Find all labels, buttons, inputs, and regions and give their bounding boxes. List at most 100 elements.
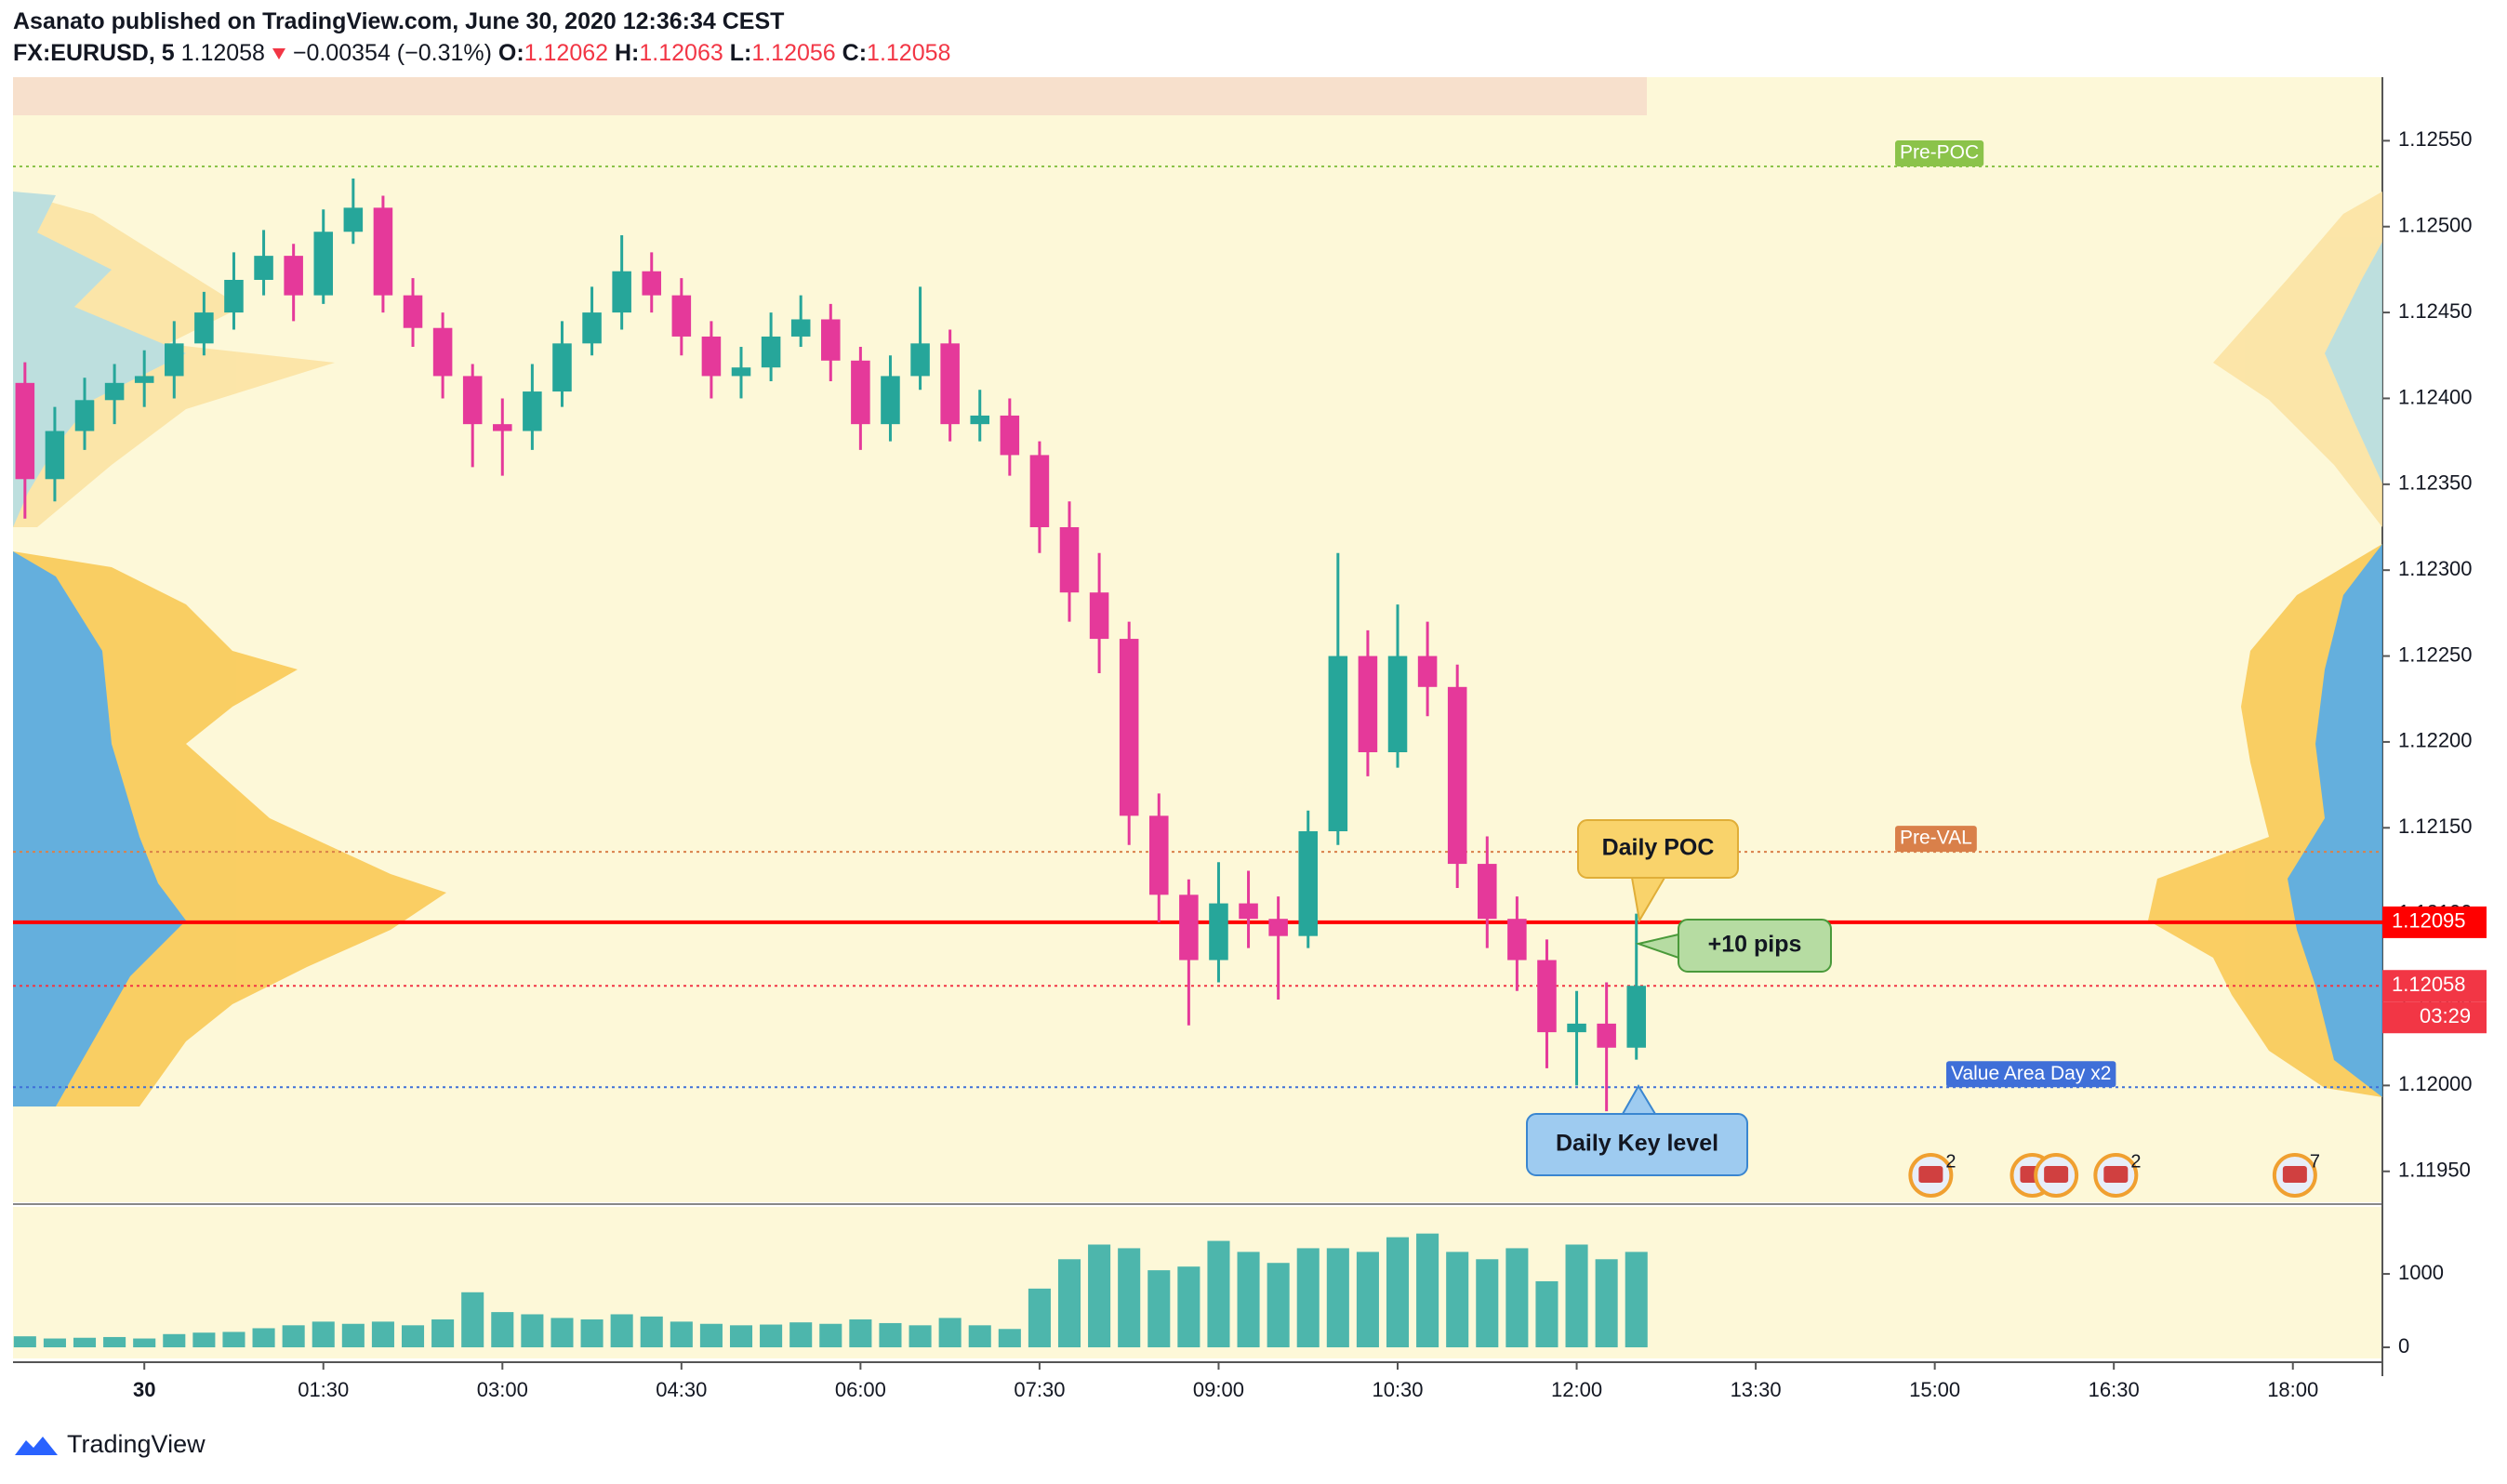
volume-bar bbox=[222, 1332, 245, 1348]
volume-bar bbox=[282, 1325, 305, 1348]
volume-bar bbox=[819, 1323, 842, 1348]
candle-body bbox=[493, 424, 512, 431]
volume-bar bbox=[1326, 1248, 1349, 1348]
y-tick-label: 1.12200 bbox=[2398, 729, 2473, 752]
x-tick-label: 12:00 bbox=[1551, 1378, 1602, 1401]
candle-body bbox=[671, 295, 692, 337]
volume-bar bbox=[1267, 1263, 1290, 1348]
x-tick-label: 04:30 bbox=[656, 1378, 707, 1401]
candle-body bbox=[970, 415, 990, 425]
volume-bar bbox=[1296, 1248, 1320, 1348]
volume-bar bbox=[1028, 1288, 1051, 1348]
volume-bar bbox=[401, 1325, 425, 1348]
y-tick-label: 1.12550 bbox=[2398, 127, 2473, 151]
candle-body bbox=[851, 360, 870, 425]
x-tick-label: 06:00 bbox=[835, 1378, 886, 1401]
candle-body bbox=[523, 391, 542, 431]
event-count: 2 bbox=[2130, 1151, 2141, 1172]
callout-pointer bbox=[1635, 933, 1679, 960]
event-flag bbox=[2044, 1166, 2069, 1183]
price-label: 1.12095 bbox=[2392, 909, 2466, 933]
y-tick-label: 1.12350 bbox=[2398, 471, 2473, 495]
x-tick-label: 07:30 bbox=[1014, 1378, 1065, 1401]
callout-pointer bbox=[1630, 877, 1666, 923]
volume-bar bbox=[998, 1329, 1021, 1348]
volume-bar bbox=[461, 1292, 484, 1348]
x-tick-label: 10:30 bbox=[1372, 1378, 1423, 1401]
volume-bar bbox=[192, 1332, 216, 1348]
candle-body bbox=[1567, 1023, 1586, 1033]
volume-bar bbox=[1177, 1266, 1200, 1348]
volume-bar bbox=[1595, 1259, 1618, 1348]
candle-body bbox=[1537, 960, 1557, 1033]
y-tick-label: 1.12250 bbox=[2398, 643, 2473, 666]
candle-body bbox=[104, 382, 125, 401]
candle-body bbox=[612, 271, 631, 313]
candle-body bbox=[403, 295, 423, 328]
x-tick-label: 03:00 bbox=[477, 1378, 528, 1401]
volume-bar bbox=[909, 1325, 932, 1348]
volume-bar bbox=[789, 1322, 813, 1348]
candle-body bbox=[1059, 527, 1080, 593]
level-label: Pre-POC bbox=[1900, 142, 1979, 164]
price-pane bbox=[13, 77, 2382, 1202]
volume-profile bbox=[13, 192, 2382, 1106]
volume-bar bbox=[1356, 1252, 1379, 1348]
volume-bar bbox=[1386, 1237, 1410, 1348]
candle-body bbox=[701, 336, 722, 377]
volume-bar bbox=[760, 1324, 783, 1348]
volume-bar bbox=[312, 1321, 335, 1348]
event-flag bbox=[2103, 1166, 2129, 1183]
candle-body bbox=[284, 256, 303, 296]
x-tick-label: 30 bbox=[133, 1378, 155, 1401]
symbol: FX:EURUSD, 5 bbox=[13, 40, 175, 66]
y-tick-label: 1.12000 bbox=[2398, 1072, 2473, 1095]
volume-bar bbox=[103, 1336, 126, 1348]
candle-body bbox=[1209, 903, 1228, 961]
candle-body bbox=[1149, 815, 1169, 895]
volume-bar bbox=[1446, 1252, 1469, 1348]
header: Asanato published on TradingView.com, Ju… bbox=[13, 6, 950, 69]
volume-bar bbox=[968, 1325, 991, 1348]
y-tick-label: 1.12400 bbox=[2398, 385, 2473, 408]
footer: TradingView bbox=[13, 1430, 206, 1459]
low-label: L: bbox=[729, 40, 752, 66]
volume-bar bbox=[133, 1338, 156, 1348]
candle-body bbox=[940, 343, 960, 425]
x-tick-label: 13:30 bbox=[1731, 1378, 1782, 1401]
volume-bar bbox=[1118, 1248, 1141, 1348]
logo bbox=[15, 1436, 58, 1455]
volume-bar bbox=[550, 1318, 574, 1348]
change: −0.00354 (−0.31%) bbox=[292, 40, 492, 66]
volume-bar bbox=[670, 1321, 693, 1348]
candle-body bbox=[1447, 686, 1467, 865]
volume-bar bbox=[1535, 1280, 1559, 1348]
candle-body bbox=[1119, 639, 1139, 816]
volume-bar bbox=[371, 1321, 394, 1348]
down-arrow bbox=[272, 48, 285, 60]
volume-bar bbox=[43, 1338, 66, 1348]
profile-shape bbox=[13, 551, 186, 1106]
candle-body bbox=[15, 382, 35, 480]
volume-bar bbox=[163, 1333, 186, 1348]
volume-tick-label: 1000 bbox=[2398, 1261, 2444, 1284]
candle-body bbox=[1029, 455, 1050, 527]
volume-bar bbox=[610, 1314, 633, 1348]
candle-body bbox=[343, 207, 364, 232]
candle-body bbox=[313, 232, 334, 296]
profile-shape bbox=[2288, 544, 2382, 1097]
y-tick-label: 1.11950 bbox=[2398, 1159, 2471, 1182]
high-label: H: bbox=[615, 40, 640, 66]
callout-text: Daily Key level bbox=[1556, 1131, 1718, 1157]
candle-body bbox=[1268, 919, 1288, 936]
open-value: 1.12062 bbox=[524, 40, 609, 66]
candle-body bbox=[134, 376, 154, 383]
price-label: 1.12058 bbox=[2392, 973, 2466, 996]
volume-tick-label: 0 bbox=[2398, 1334, 2409, 1358]
candle-body bbox=[552, 343, 572, 392]
candle-body bbox=[45, 431, 65, 480]
candle-body bbox=[1417, 656, 1438, 687]
candle-body bbox=[881, 376, 900, 425]
price-label-box bbox=[2382, 906, 2487, 938]
low-value: 1.12056 bbox=[751, 40, 836, 66]
